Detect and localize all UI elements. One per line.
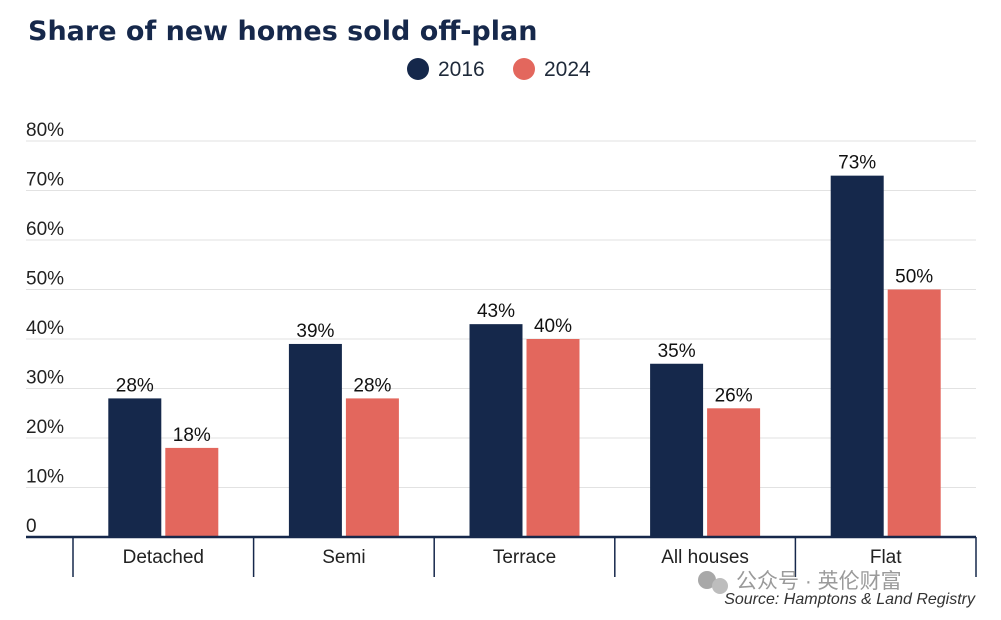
data-label: 26%	[715, 385, 753, 406]
data-label: 40%	[534, 316, 572, 337]
data-label: 39%	[296, 321, 334, 342]
y-tick-label: 50%	[26, 269, 64, 290]
legend-marker-0	[407, 58, 429, 80]
bar-2016-detached	[108, 398, 162, 537]
chart-title: Share of new homes sold off-plan	[28, 16, 537, 47]
legend: 2016 2024	[407, 58, 591, 81]
wechat-icon	[698, 571, 716, 589]
x-category-label: Flat	[870, 547, 902, 568]
x-category-label: Terrace	[493, 547, 556, 568]
legend-label-1: 2024	[544, 58, 591, 81]
data-label: 18%	[173, 425, 211, 446]
data-label: 43%	[477, 301, 515, 322]
x-axis: Detached Semi Terrace All houses Flat	[26, 535, 977, 577]
bar-2024-detached	[165, 447, 219, 537]
y-tick-label: 80%	[26, 120, 64, 141]
y-tick-label: 70%	[26, 170, 64, 191]
y-tick-label: 0	[26, 516, 37, 537]
watermark-text: 公众号 · 英伦财富	[736, 570, 902, 593]
legend-marker-1	[513, 58, 535, 80]
bar-2016-all-houses	[650, 363, 704, 537]
y-tick-label: 40%	[26, 318, 64, 339]
data-label: 28%	[116, 375, 154, 396]
wechat-icon-bubble	[712, 578, 728, 594]
bar-2016-semi	[288, 343, 342, 537]
bar-2024-flat	[887, 289, 941, 537]
legend-label-0: 2016	[438, 58, 485, 81]
x-category-label: Detached	[123, 547, 204, 568]
y-tick-label: 60%	[26, 219, 64, 240]
data-label: 50%	[895, 267, 933, 288]
bar-2016-terrace	[469, 324, 523, 537]
watermark: 公众号 · 英伦财富	[698, 570, 902, 594]
data-labels: 28% 18% 39% 28% 43% 40% 35% 26% 73% 50%	[116, 153, 934, 446]
x-category-label: All houses	[661, 547, 749, 568]
y-tick-label: 30%	[26, 368, 64, 389]
bar-2024-terrace	[526, 339, 580, 537]
data-label: 73%	[838, 153, 876, 174]
bars	[108, 175, 941, 537]
y-tick-label: 10%	[26, 467, 64, 488]
bar-2016-flat	[830, 175, 884, 537]
source-note: Source: Hamptons & Land Registry	[724, 591, 976, 608]
bar-2024-all-houses	[707, 408, 761, 537]
bar-2024-semi	[345, 398, 399, 537]
data-label: 35%	[658, 341, 696, 362]
data-label: 28%	[353, 375, 391, 396]
y-tick-label: 20%	[26, 417, 64, 438]
y-axis-ticks: 0 10% 20% 30% 40% 50% 60% 70% 80%	[26, 120, 64, 537]
x-category-label: Semi	[322, 547, 365, 568]
